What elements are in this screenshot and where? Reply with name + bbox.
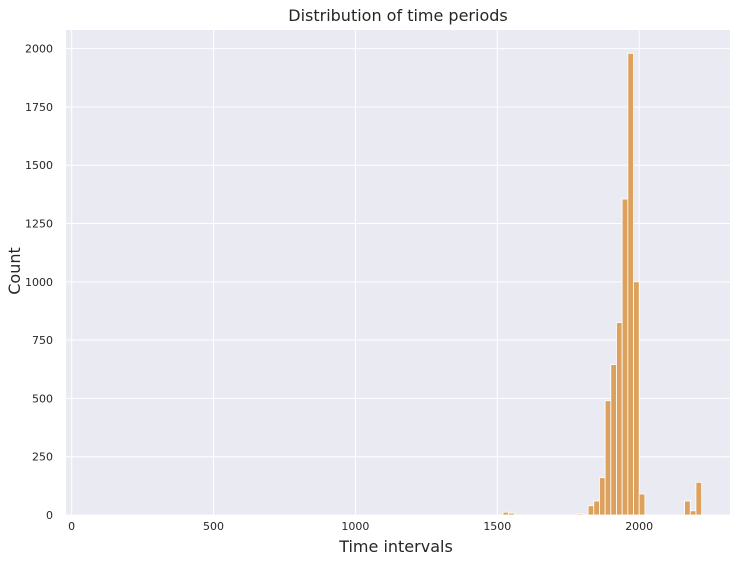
x-tick-label: 1500	[483, 520, 511, 533]
x-tick-label: 2000	[625, 520, 653, 533]
histogram-bar	[684, 500, 691, 516]
x-tick-labels: 0 500 1000 1500 2000	[68, 520, 653, 533]
histogram-bar	[633, 281, 640, 516]
y-tick-label: 0	[46, 509, 53, 522]
bars-group	[502, 52, 703, 516]
y-tick-label: 1250	[25, 218, 53, 231]
y-tick-label: 750	[32, 334, 53, 347]
histogram-bar	[627, 52, 634, 516]
histogram-bar	[604, 400, 612, 516]
histogram-bar	[502, 511, 510, 516]
x-tick-label: 1000	[341, 520, 369, 533]
y-tick-label: 250	[32, 451, 53, 464]
y-tick-label: 1500	[25, 159, 53, 172]
x-axis-label: Time intervals	[338, 537, 453, 556]
histogram-bar	[638, 493, 646, 516]
y-tick-label: 1750	[25, 101, 53, 114]
histogram-bar	[689, 510, 697, 516]
x-tick-label: 0	[68, 520, 75, 533]
histogram-bar	[593, 500, 600, 516]
x-tick-label: 500	[203, 520, 224, 533]
histogram-bar	[576, 513, 583, 516]
y-tick-label: 1000	[25, 276, 53, 289]
histogram-bar	[610, 364, 617, 516]
histogram-bar	[616, 322, 623, 516]
chart-title: Distribution of time periods	[288, 6, 507, 25]
histogram-bar	[621, 198, 629, 516]
histogram-bar	[587, 505, 595, 516]
y-axis-label: Count	[5, 247, 24, 295]
histogram-bar	[508, 512, 515, 516]
y-tick-label: 2000	[25, 43, 53, 56]
histogram-bar	[599, 477, 606, 516]
histogram-bar	[695, 481, 703, 516]
y-tick-label: 500	[32, 392, 53, 405]
grid-lines	[66, 30, 730, 516]
y-tick-labels: 0 250 500 750 1000 1250 1500 1750 2000	[25, 43, 53, 522]
